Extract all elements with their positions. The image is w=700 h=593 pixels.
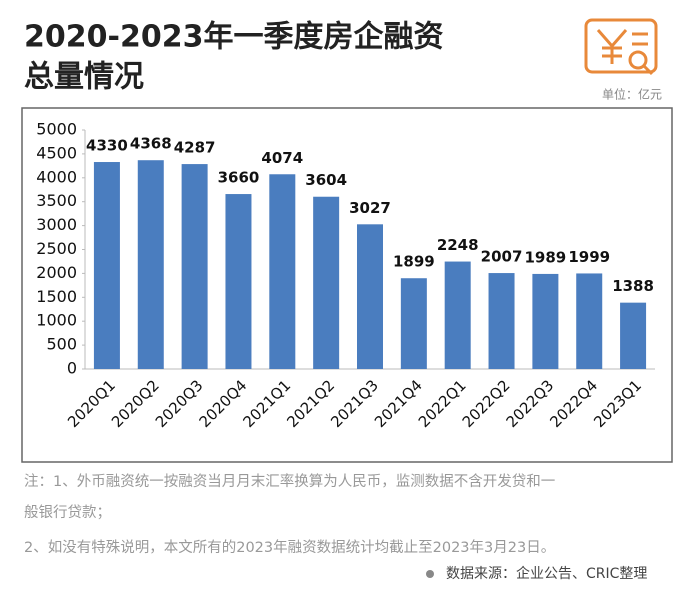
- data-label: 4368: [130, 135, 172, 153]
- data-label: 2248: [437, 236, 479, 254]
- data-label: 3604: [305, 171, 347, 189]
- note: 注：1、外币融资统一按融资当月月末汇率换算为人民币，监测数据不含开发贷和一: [24, 473, 555, 490]
- bar: [576, 273, 603, 369]
- bar: [357, 224, 383, 369]
- y-tick-label: 2500: [36, 239, 77, 258]
- data-label: 4074: [261, 149, 303, 167]
- data-label: 2007: [481, 248, 523, 266]
- y-tick-label: 5000: [36, 120, 77, 139]
- bar: [532, 273, 559, 369]
- source: 数据来源：企业公告、CRIC整理: [446, 565, 647, 582]
- data-label: 3660: [218, 169, 260, 187]
- note: 2、如没有特殊说明，本文所有的2023年融资数据统计均截止至2023年3月23日…: [24, 539, 555, 556]
- chart-title: 总量情况: [24, 60, 144, 95]
- bar: [181, 164, 208, 369]
- bar: [400, 278, 427, 369]
- y-tick-label: 3500: [36, 191, 77, 210]
- note: 般银行贷款；: [24, 504, 111, 521]
- y-tick-label: 4500: [36, 143, 77, 162]
- data-label: 1999: [568, 248, 610, 266]
- y-tick-label: 3000: [36, 215, 77, 234]
- data-label: 1989: [525, 248, 567, 266]
- bar: [137, 160, 164, 369]
- y-tick-label: 1500: [36, 287, 77, 306]
- data-label: 4330: [86, 137, 128, 155]
- data-label: 1388: [612, 277, 654, 295]
- y-tick-label: 0: [67, 359, 77, 378]
- y-tick-label: 500: [46, 335, 77, 354]
- unit-label: 单位：亿元: [602, 87, 662, 102]
- bar: [313, 196, 340, 369]
- bar: [93, 162, 120, 369]
- data-label: 4287: [174, 139, 216, 157]
- bullet: [426, 570, 434, 578]
- bar: [269, 174, 296, 369]
- data-label: 1899: [393, 253, 435, 271]
- y-tick-label: 4000: [36, 167, 77, 186]
- chart-title: 2020-2023年一季度房企融资: [24, 20, 443, 55]
- y-tick-label: 2000: [36, 263, 77, 282]
- y-tick-label: 1000: [36, 311, 77, 330]
- bar: [488, 273, 515, 369]
- bar: [620, 302, 647, 369]
- bar: [444, 261, 471, 369]
- bar: [225, 194, 252, 369]
- data-label: 3027: [349, 199, 391, 217]
- icon: [584, 18, 658, 76]
- chart-frame: [21, 107, 673, 463]
